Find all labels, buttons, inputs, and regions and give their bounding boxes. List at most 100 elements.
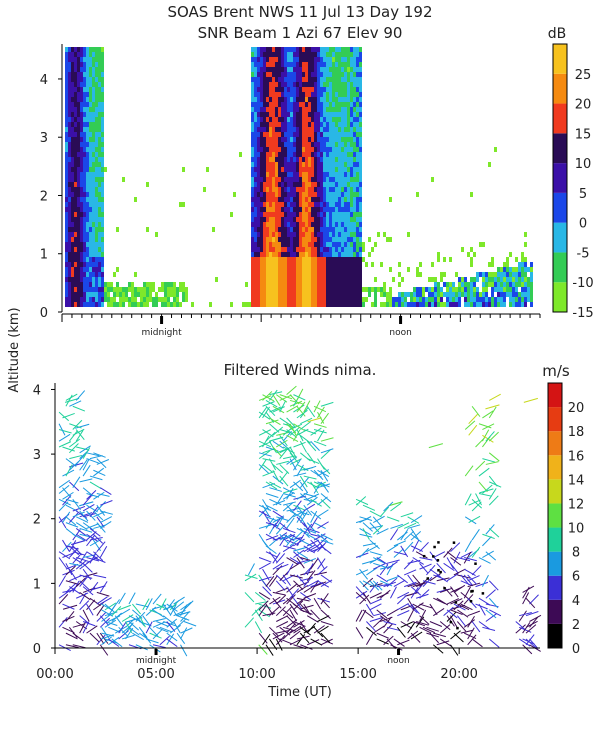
snr-cell — [68, 112, 71, 117]
wind-barb — [79, 600, 90, 611]
snr-cell — [269, 287, 272, 292]
snr-cell — [260, 192, 263, 197]
snr-cell — [296, 107, 299, 112]
wind-barb — [303, 527, 317, 534]
snr-cell — [356, 262, 359, 267]
wind-barb — [268, 440, 277, 453]
snr-cell — [350, 152, 353, 157]
wind-barb — [135, 615, 145, 626]
snr-cell — [314, 277, 317, 282]
snr-cell — [299, 217, 302, 222]
snr-cell — [326, 82, 329, 87]
wind-barb — [65, 632, 78, 640]
snr-cell — [254, 262, 257, 267]
snr-cell — [74, 262, 77, 267]
snr-cell — [335, 137, 338, 142]
snr-cell — [98, 137, 101, 142]
snr-cell — [71, 72, 74, 77]
wind-barb — [286, 619, 298, 628]
snr-cell — [179, 202, 182, 207]
snr-cell — [302, 272, 305, 277]
snr-cell — [353, 77, 356, 82]
snr-cell — [323, 242, 326, 247]
snr-cell — [296, 277, 299, 282]
snr-cell — [323, 107, 326, 112]
snr-cell — [80, 82, 83, 87]
snr-cell — [500, 272, 503, 277]
snr-cell — [341, 197, 344, 202]
snr-cell — [65, 82, 68, 87]
wind-barb — [419, 609, 427, 622]
snr-cell — [305, 122, 308, 127]
snr-cell — [359, 247, 362, 252]
wind-y-tick-label: 4 — [33, 383, 41, 398]
snr-cell — [275, 177, 278, 182]
snr-cell — [329, 302, 332, 307]
snr-cell — [449, 287, 452, 292]
snr-cell — [299, 112, 302, 117]
wind-barb — [471, 501, 482, 512]
wind-barb — [317, 481, 330, 488]
snr-cell — [419, 262, 422, 267]
wind-barb — [132, 603, 142, 615]
snr-cell — [92, 107, 95, 112]
snr-cell — [65, 67, 68, 72]
snr-cell — [77, 207, 80, 212]
snr-cell — [350, 282, 353, 287]
snr-cell — [311, 132, 314, 137]
snr-cell — [317, 112, 320, 117]
snr-cell — [74, 102, 77, 107]
snr-cell — [356, 167, 359, 172]
wind-barb — [96, 632, 105, 645]
snr-colorbar-unit: dB — [548, 26, 567, 42]
wind-barb — [467, 627, 475, 640]
wind-barb — [467, 616, 475, 628]
snr-cell — [359, 97, 362, 102]
snr-cell — [251, 252, 254, 257]
snr-cell — [302, 142, 305, 147]
snr-cell — [332, 227, 335, 232]
wind-barb — [68, 540, 77, 552]
snr-cell — [344, 132, 347, 137]
snr-cell — [80, 77, 83, 82]
wind-barb — [272, 517, 282, 529]
snr-cell — [350, 57, 353, 62]
snr-cell — [335, 237, 338, 242]
snr-cell — [80, 262, 83, 267]
wind-barb — [99, 615, 110, 626]
snr-cell — [419, 297, 422, 302]
snr-cell — [314, 297, 317, 302]
snr-cell — [263, 292, 266, 297]
snr-cell — [83, 87, 86, 92]
snr-cell — [347, 142, 350, 147]
snr-cell — [329, 227, 332, 232]
snr-cell — [464, 302, 467, 307]
snr-cell — [359, 77, 362, 82]
snr-cell — [281, 167, 284, 172]
snr-cell — [293, 237, 296, 242]
wind-barb — [372, 516, 383, 527]
snr-cell — [83, 57, 86, 62]
snr-cell — [371, 247, 374, 252]
snr-cell — [263, 117, 266, 122]
wind-barb — [93, 533, 104, 544]
snr-cell — [293, 87, 296, 92]
snr-cell — [299, 197, 302, 202]
wind-barb — [369, 598, 382, 605]
snr-cell — [350, 47, 353, 52]
snr-cell — [287, 97, 290, 102]
snr-cell — [503, 297, 506, 302]
snr-cell — [95, 292, 98, 297]
snr-cell — [83, 187, 86, 192]
snr-cell — [290, 212, 293, 217]
snr-cell — [287, 52, 290, 57]
snr-cell — [257, 57, 260, 62]
snr-cell — [314, 182, 317, 187]
snr-cell — [368, 237, 371, 242]
snr-cell — [290, 102, 293, 107]
snr-cell — [305, 92, 308, 97]
wind-barb — [86, 504, 98, 513]
snr-cell — [350, 157, 353, 162]
wind-barb — [317, 406, 325, 419]
snr-cell — [320, 82, 323, 87]
